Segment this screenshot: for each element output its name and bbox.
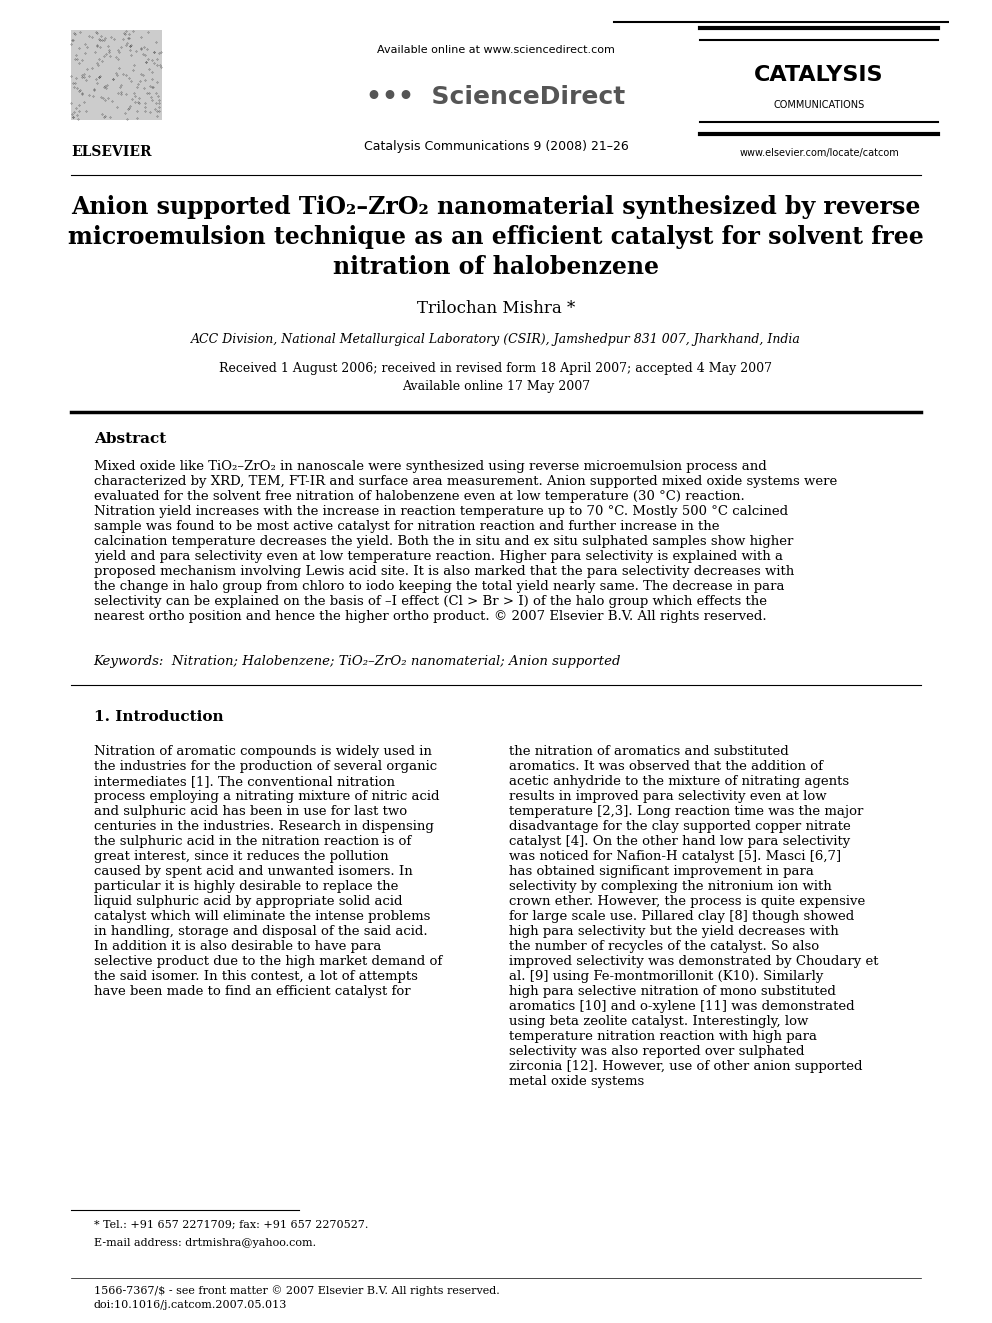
Text: * Tel.: +91 657 2271709; fax: +91 657 2270527.: * Tel.: +91 657 2271709; fax: +91 657 22… <box>93 1220 368 1230</box>
Text: Catalysis Communications 9 (2008) 21–26: Catalysis Communications 9 (2008) 21–26 <box>364 140 628 153</box>
Text: ELSEVIER: ELSEVIER <box>70 146 152 159</box>
Text: Mixed oxide like TiO₂–ZrO₂ in nanoscale were synthesized using reverse microemul: Mixed oxide like TiO₂–ZrO₂ in nanoscale … <box>93 460 837 623</box>
Text: CATALYSIS: CATALYSIS <box>754 65 884 85</box>
Text: COMMUNICATIONS: COMMUNICATIONS <box>774 101 865 110</box>
Text: Available online 17 May 2007: Available online 17 May 2007 <box>402 380 590 393</box>
Text: microemulsion technique as an efficient catalyst for solvent free: microemulsion technique as an efficient … <box>68 225 924 249</box>
Text: Received 1 August 2006; received in revised form 18 April 2007; accepted 4 May 2: Received 1 August 2006; received in revi… <box>219 363 773 374</box>
Text: Trilochan Mishra *: Trilochan Mishra * <box>417 300 575 318</box>
Text: •••  ScienceDirect: ••• ScienceDirect <box>366 85 626 108</box>
Text: Anion supported TiO₂–ZrO₂ nanomaterial synthesized by reverse: Anion supported TiO₂–ZrO₂ nanomaterial s… <box>71 194 921 220</box>
Text: 1566-7367/$ - see front matter © 2007 Elsevier B.V. All rights reserved.: 1566-7367/$ - see front matter © 2007 El… <box>93 1285 499 1295</box>
Text: 1. Introduction: 1. Introduction <box>93 710 223 724</box>
Text: Nitration of aromatic compounds is widely used in
the industries for the product: Nitration of aromatic compounds is widel… <box>93 745 441 998</box>
Text: Abstract: Abstract <box>93 433 166 446</box>
Text: the nitration of aromatics and substituted
aromatics. It was observed that the a: the nitration of aromatics and substitut… <box>509 745 878 1088</box>
Text: Keywords:  Nitration; Halobenzene; TiO₂–ZrO₂ nanomaterial; Anion supported: Keywords: Nitration; Halobenzene; TiO₂–Z… <box>93 655 621 668</box>
Text: Available online at www.sciencedirect.com: Available online at www.sciencedirect.co… <box>377 45 615 56</box>
Text: nitration of halobenzene: nitration of halobenzene <box>333 255 659 279</box>
Bar <box>70 30 162 120</box>
Text: ACC Division, National Metallurgical Laboratory (CSIR), Jamshedpur 831 007, Jhar: ACC Division, National Metallurgical Lab… <box>191 333 801 347</box>
Text: E-mail address: drtmishra@yahoo.com.: E-mail address: drtmishra@yahoo.com. <box>93 1238 315 1248</box>
Text: doi:10.1016/j.catcom.2007.05.013: doi:10.1016/j.catcom.2007.05.013 <box>93 1301 287 1310</box>
Text: www.elsevier.com/locate/catcom: www.elsevier.com/locate/catcom <box>739 148 899 157</box>
